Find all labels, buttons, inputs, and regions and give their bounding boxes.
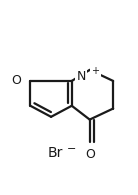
Text: N: N (77, 70, 86, 83)
Text: +: + (91, 66, 99, 76)
Text: −: − (67, 144, 76, 153)
Text: O: O (12, 74, 22, 87)
Text: Br: Br (47, 146, 63, 160)
Text: O: O (85, 148, 95, 160)
